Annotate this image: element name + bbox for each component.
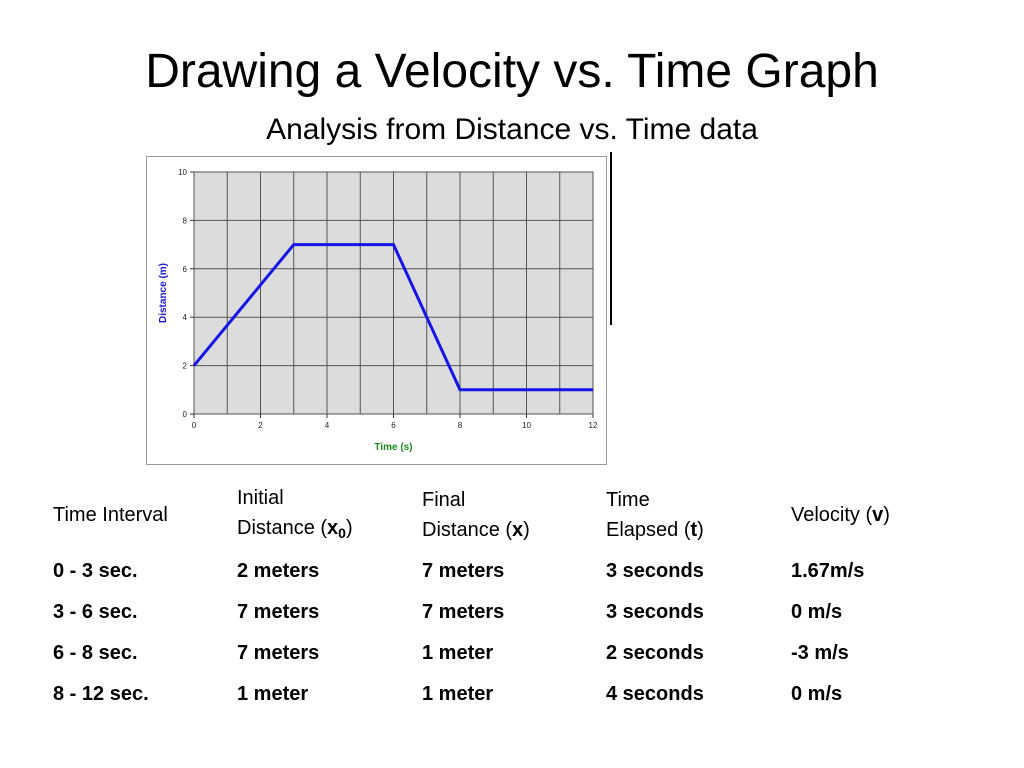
vertical-divider-line — [610, 152, 612, 325]
table-row: 8 - 12 sec. 1 meter 1 meter 4 seconds 0 … — [40, 673, 951, 714]
y-tick-label: 6 — [183, 265, 188, 274]
header-label: Elapsed ( — [606, 519, 691, 541]
cell-initial-distance: 7 meters — [237, 600, 320, 623]
x-tick-label: 0 — [192, 421, 197, 430]
cell-time-interval: 8 - 12 sec. — [53, 682, 149, 705]
cell-time-interval: 0 - 3 sec. — [53, 559, 138, 582]
header-label: Time — [606, 489, 650, 511]
cell-initial-distance: 7 meters — [237, 641, 320, 664]
header-time-elapsed: Time Elapsed (t) — [606, 489, 704, 541]
x-tick-label: 8 — [458, 421, 463, 430]
distance-time-chart: 0 2 4 6 8 10 12 0 2 4 6 8 10 Time (s) Distance (m) — [146, 156, 607, 465]
header-velocity: Velocity (v) — [791, 504, 890, 526]
distance-series-line — [192, 243, 593, 392]
header-subscript: 0 — [338, 524, 346, 541]
cell-final-distance: 7 meters — [422, 559, 505, 582]
cell-time-elapsed: 3 seconds — [606, 600, 704, 623]
cell-time-elapsed: 3 seconds — [606, 559, 704, 582]
header-label: Distance ( — [237, 516, 328, 539]
y-tick-label: 10 — [178, 168, 187, 177]
cell-final-distance: 7 meters — [422, 600, 505, 623]
header-label: Time Interval — [53, 504, 168, 526]
x-tick-label: 2 — [258, 421, 263, 430]
slide-subtitle: Analysis from Distance vs. Time data — [266, 113, 758, 146]
x-tick-label: 6 — [391, 421, 396, 430]
cell-final-distance: 1 meter — [422, 641, 494, 664]
x-tick-label: 12 — [589, 421, 598, 430]
header-label: Initial — [237, 486, 284, 509]
header-symbol: v — [872, 504, 884, 526]
header-initial-distance: Initial Distance (x0) — [237, 486, 353, 541]
y-tick-label: 8 — [183, 216, 188, 225]
header-final-distance: Final Distance (x) — [422, 489, 530, 541]
cell-velocity: -3 m/s — [791, 641, 849, 664]
table-row: 3 - 6 sec. 7 meters 7 meters 3 seconds 0… — [40, 591, 951, 632]
velocity-analysis-table: Time Interval Initial Distance (x0) Fina… — [40, 480, 951, 714]
cell-time-interval: 6 - 8 sec. — [53, 641, 138, 664]
cell-velocity: 1.67m/s — [791, 559, 865, 582]
table-row: 6 - 8 sec. 7 meters 1 meter 2 seconds -3… — [40, 632, 951, 673]
cell-final-distance: 1 meter — [422, 682, 494, 705]
header-label: Velocity ( — [791, 504, 873, 526]
chart-svg: 0 2 4 6 8 10 12 0 2 4 6 8 10 Time (s) Distance (m) — [158, 168, 598, 453]
cell-velocity: 0 m/s — [791, 600, 843, 623]
x-tick-label: 4 — [325, 421, 330, 430]
header-label: Distance ( — [422, 519, 513, 541]
x-tick-label: 10 — [522, 421, 531, 430]
y-tick-label: 0 — [183, 410, 188, 419]
header-symbol: t — [690, 519, 698, 541]
x-axis-label: Time (s) — [374, 442, 412, 453]
y-axis-label: Distance (m) — [158, 263, 169, 323]
cell-time-elapsed: 2 seconds — [606, 641, 704, 664]
header-label: Final — [422, 489, 466, 511]
header-time-interval: Time Interval — [40, 480, 224, 550]
table-row: 0 - 3 sec. 2 meters 7 meters 3 seconds 1… — [40, 550, 951, 591]
cell-initial-distance: 1 meter — [237, 682, 309, 705]
header-symbol: x — [512, 519, 524, 541]
header-symbol: x — [327, 516, 339, 539]
cell-time-elapsed: 4 seconds — [606, 682, 704, 705]
slide-title: Drawing a Velocity vs. Time Graph — [145, 45, 879, 98]
cell-initial-distance: 2 meters — [237, 559, 320, 582]
cell-velocity: 0 m/s — [791, 682, 843, 705]
y-tick-label: 4 — [183, 313, 188, 322]
cell-time-interval: 3 - 6 sec. — [53, 600, 138, 623]
y-tick-label: 2 — [183, 362, 188, 371]
table-header-row: Time Interval Initial Distance (x0) Fina… — [40, 480, 951, 550]
